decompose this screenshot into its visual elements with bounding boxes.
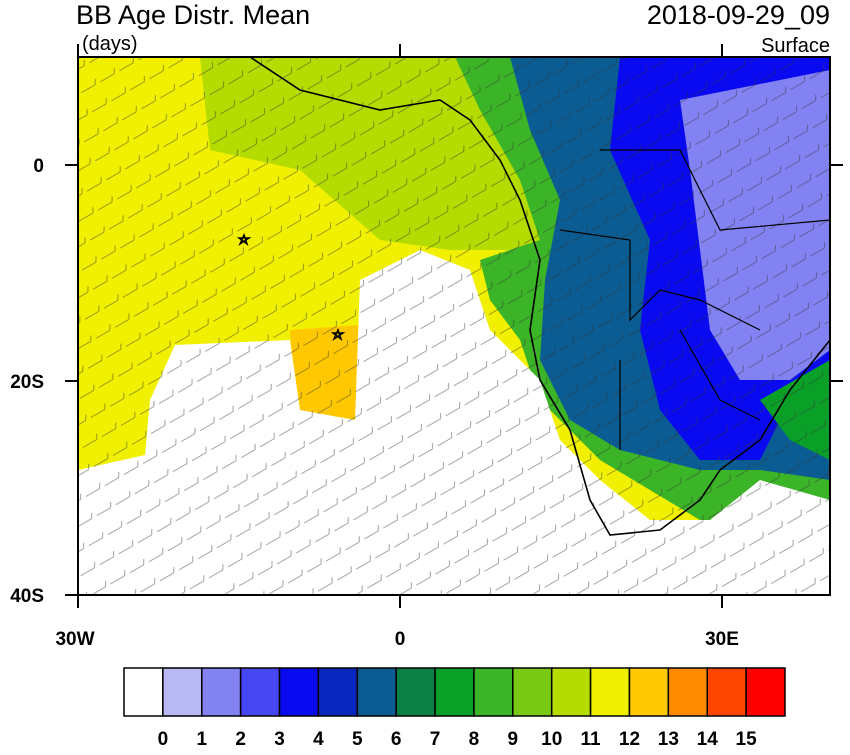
map-field [78, 57, 830, 595]
colorbar-box [239, 667, 281, 717]
title: BB Age Distr. Mean [76, 0, 310, 30]
colorbar-box [745, 667, 786, 717]
y-label: 20S [10, 372, 44, 393]
x-label: 30W [55, 629, 94, 650]
colorbar-label: 13 [658, 729, 679, 750]
colorbar-label: 1 [196, 729, 207, 750]
colorbar-label: 0 [158, 729, 169, 750]
colorbar-label: 3 [274, 729, 285, 750]
colorbar-label: 10 [541, 729, 562, 750]
units: (days) [82, 33, 138, 55]
colorbar-box [317, 667, 359, 717]
colorbar-box [589, 667, 631, 717]
colorbar-label: 6 [391, 729, 402, 750]
colorbar-box [162, 667, 203, 717]
colorbar-box [512, 667, 553, 717]
colorbar-box [356, 667, 397, 717]
colorbar-label: 8 [469, 729, 480, 750]
colorbar-label: 9 [508, 729, 519, 750]
colorbar-box [473, 667, 514, 717]
axis-ticks [65, 44, 843, 608]
colorbar-box [434, 667, 475, 717]
x-label: 0 [395, 629, 406, 650]
colorbar: 0 1 2 3 4 5 6 7 8 9 10 11 12 13 14 15 [123, 667, 786, 750]
colorbar-label: 12 [619, 729, 640, 750]
y-label: 40S [10, 586, 44, 607]
colorbar-box [667, 667, 708, 717]
colorbar-box [123, 667, 164, 717]
colorbar-box [395, 667, 436, 717]
map-frame [77, 56, 831, 596]
colorbar-label: 15 [736, 729, 758, 750]
level: Surface [761, 35, 830, 57]
colorbar-box [550, 667, 592, 717]
x-label: 30E [705, 629, 739, 650]
colorbar-label: 11 [581, 729, 602, 750]
colorbar-label: 14 [697, 729, 719, 750]
colorbar-label: 7 [430, 729, 441, 750]
colorbar-box [278, 667, 320, 717]
colorbar-label: 2 [235, 729, 246, 750]
colorbar-box [628, 667, 670, 717]
date: 2018-09-29_09 [647, 0, 830, 30]
colorbar-box [706, 667, 747, 717]
colorbar-label: 5 [352, 729, 363, 750]
colorbar-box [201, 667, 242, 717]
y-label: 0 [33, 156, 44, 177]
colorbar-label: 4 [313, 729, 324, 750]
